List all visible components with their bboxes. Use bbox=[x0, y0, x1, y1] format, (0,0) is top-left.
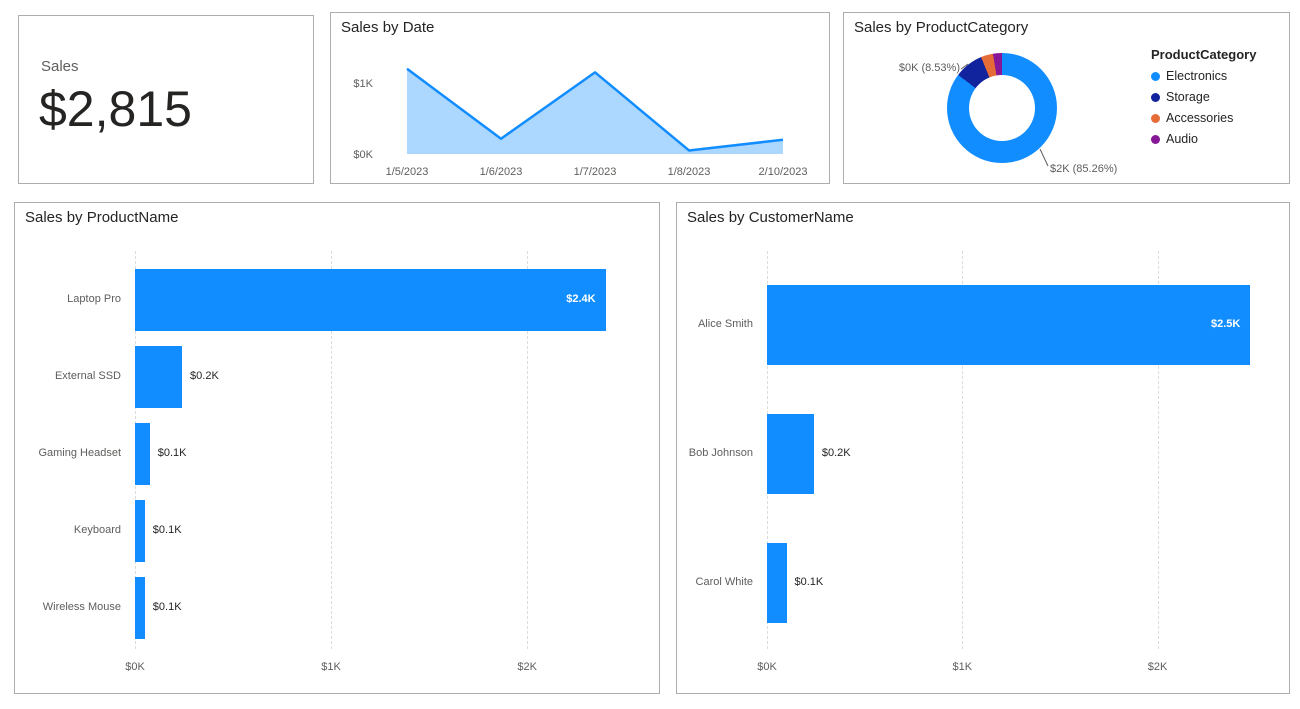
data-label: $0.2K bbox=[821, 447, 851, 459]
x-axis-label: 1/7/2023 bbox=[574, 166, 617, 178]
kpi-value: $2,815 bbox=[39, 81, 192, 137]
legend-title: ProductCategory bbox=[1151, 47, 1257, 62]
legend-items: Electronics Storage Accessories Audio bbox=[1151, 69, 1256, 146]
category-label: External SSD bbox=[54, 369, 121, 382]
data-label: $2.5K bbox=[1210, 318, 1241, 331]
area-line bbox=[406, 67, 784, 152]
chart-title-sales-by-customer-name: Sales by CustomerName bbox=[687, 209, 854, 226]
donut-chart[interactable] bbox=[947, 53, 1057, 163]
legend-item-storage[interactable]: Storage bbox=[1151, 90, 1256, 104]
data-label: $0.1K bbox=[794, 575, 824, 588]
card-sales-by-date: Sales by Date $0K $1K 1/5/2023 1/6/2023 1/7/… bbox=[330, 12, 830, 184]
x-axis-label: 1/8/2023 bbox=[668, 166, 711, 178]
legend-dot bbox=[1151, 92, 1160, 102]
y-axis-label: $0K bbox=[353, 149, 373, 161]
x-axis-label: 2/10/2023 bbox=[759, 166, 808, 178]
kpi-label: Sales bbox=[41, 58, 79, 75]
x-axis-tick: $2K bbox=[1147, 661, 1168, 673]
legend-label: Electronics bbox=[1166, 69, 1228, 83]
x-axis-label: 1/6/2023 bbox=[480, 166, 523, 178]
legend-dot bbox=[1151, 134, 1160, 144]
legend-dot bbox=[1151, 113, 1160, 123]
data-label: $0.1K bbox=[152, 601, 182, 614]
gridline bbox=[1157, 251, 1159, 649]
legend-dot bbox=[1151, 71, 1160, 81]
chart-title-sales-by-product-name: Sales by ProductName bbox=[25, 209, 179, 226]
bar-laptop-pro[interactable] bbox=[135, 268, 606, 331]
data-label: $2.4K bbox=[566, 292, 596, 305]
bar-chart-customer-name: $0K $1K $2K Alice Smith $2.5K Bob Johnson $0.2… bbox=[677, 237, 1289, 693]
y-axis-label: $1K bbox=[353, 78, 373, 90]
donut-callout-storage: $0K (8.53%) bbox=[898, 62, 960, 74]
category-label: Bob Johnson bbox=[688, 447, 753, 459]
legend-item-audio[interactable]: Audio bbox=[1151, 132, 1256, 146]
category-label: Carol White bbox=[695, 575, 753, 588]
x-axis-tick: $1K bbox=[952, 661, 973, 673]
kpi-card-sales: Sales $2,815 bbox=[18, 15, 314, 184]
category-label: Wireless Mouse bbox=[42, 601, 121, 614]
bar-bob-johnson[interactable] bbox=[767, 414, 814, 494]
x-axis-tick: $0K bbox=[125, 661, 145, 673]
bar-carol-white[interactable] bbox=[767, 542, 787, 623]
category-label: Keyboard bbox=[73, 524, 121, 537]
category-label: Alice Smith bbox=[697, 318, 753, 331]
legend-item-electronics[interactable]: Electronics bbox=[1151, 69, 1256, 83]
bar-external-ssd[interactable] bbox=[135, 345, 183, 408]
donut-hole bbox=[969, 75, 1035, 141]
x-axis-tick: $2K bbox=[517, 661, 537, 673]
category-label: Laptop Pro bbox=[67, 292, 121, 305]
chart-title-sales-by-date: Sales by Date bbox=[341, 19, 435, 36]
legend-label: Audio bbox=[1166, 132, 1198, 146]
data-label: $0.2K bbox=[190, 369, 219, 382]
data-label: $0.1K bbox=[152, 524, 182, 537]
bar-keyboard[interactable] bbox=[135, 500, 145, 563]
bar-chart-product-name: $0K $1K $2K Laptop Pro $2.4K External SSD $0.2… bbox=[15, 237, 659, 693]
card-sales-by-product-category: Sales by ProductCategory $0K (8.53%) $2K… bbox=[843, 12, 1290, 184]
gridline bbox=[527, 251, 529, 649]
area-fill bbox=[407, 68, 783, 154]
category-label: Gaming Headset bbox=[38, 447, 121, 459]
donut-callout-electronics: $2K (85.26%) bbox=[1050, 163, 1118, 175]
area-chart[interactable]: $0K $1K 1/5/2023 1/6/2023 1/7/2023 1/8/2023 2/… bbox=[337, 41, 825, 183]
gridline bbox=[331, 251, 333, 649]
x-axis-tick: $0K bbox=[757, 661, 777, 673]
gridline bbox=[962, 251, 964, 649]
legend: ProductCategory Electronics Storage Access… bbox=[1151, 47, 1256, 146]
card-sales-by-customer-name: Sales by CustomerName $0K $1K $2K Alice Smi… bbox=[676, 202, 1290, 694]
chart-title-sales-by-product-category: Sales by ProductCategory bbox=[854, 19, 1029, 36]
card-sales-by-product-name: Sales by ProductName $0K $1K $2K Laptop Pro… bbox=[14, 202, 660, 694]
legend-item-accessories[interactable]: Accessories bbox=[1151, 111, 1256, 125]
bar-alice-smith[interactable] bbox=[767, 285, 1251, 366]
bar-wireless-mouse[interactable] bbox=[135, 577, 145, 640]
legend-label: Accessories bbox=[1166, 111, 1234, 125]
data-label: $0.1K bbox=[157, 447, 187, 459]
bar-gaming-headset[interactable] bbox=[135, 423, 150, 485]
x-axis-label: 1/5/2023 bbox=[386, 166, 429, 178]
x-axis-tick: $1K bbox=[321, 661, 341, 673]
legend-label: Storage bbox=[1166, 90, 1210, 104]
